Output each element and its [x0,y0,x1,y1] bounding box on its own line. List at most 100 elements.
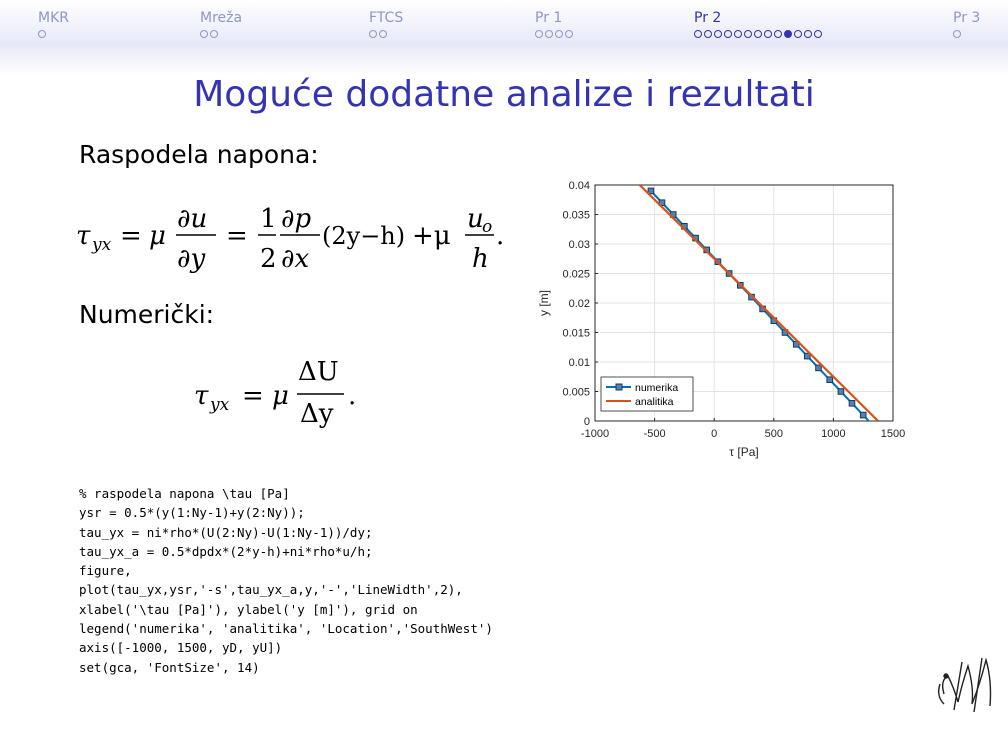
eq1-dx: ∂x [281,244,309,274]
eq1-paren: (2y−h) [322,222,405,250]
nav-frame-dot[interactable] [754,30,762,38]
nav-frame-dot[interactable] [200,30,208,38]
nav-frame-dots [535,30,573,38]
eq2-den: Δy [300,399,334,429]
code-line: ysr = 0.5*(y(1:Ny-1)+y(2:Ny)); [79,505,305,521]
legend-analitika-label: analitika [635,396,674,408]
eq1-mu: μ [149,221,166,251]
legend-box [600,376,694,412]
stress-equation-analytic: τ yx = μ ∂u ∂y = 1 2 ∂p ∂x (2y−h) +μ u o… [76,204,504,274]
navigation-bar: MKR Mreža FTCS Pr 1 Pr 2 Pr 3 [0,0,1008,75]
eq2-mu: μ [272,381,289,411]
eq1-tau-sub: yx [91,235,112,255]
nav-frame-dot[interactable] [535,30,543,38]
series-numerika-marker [792,341,800,348]
nav-frame-dot[interactable] [545,30,553,38]
y-tick-label: 0.03 [569,239,590,251]
nav-section-title[interactable]: Pr 2 [694,10,722,26]
series-numerika-marker [815,364,822,372]
nav-frame-dots [369,30,403,38]
x-tick-label: -1000 [581,428,609,440]
nav-section[interactable]: Pr 3 [953,10,980,38]
x-tick-label: -500 [644,428,666,440]
nav-frame-dot[interactable] [814,30,822,38]
nav-frame-dot[interactable] [555,30,563,38]
y-tick-label: 0.025 [562,269,590,281]
eq1-tau: τ [76,221,91,251]
nav-frame-dot[interactable] [38,30,46,38]
series-numerika-marker [658,199,666,206]
nav-frame-dot[interactable] [804,30,812,38]
nav-section-title[interactable]: Mreža [200,10,243,26]
nav-section[interactable]: FTCS [369,10,403,38]
nav-section[interactable]: Pr 2 [694,10,822,38]
plot-series-group [638,185,879,421]
nav-section[interactable]: MKR [38,10,69,38]
eq1-dp: ∂p [281,204,311,234]
x-tick-label: 1500 [881,428,905,440]
nav-section-title[interactable]: Pr 1 [535,10,563,26]
plot-frame [594,184,894,422]
eq2-tau-sub: yx [209,395,230,415]
nav-frame-dots [694,30,822,38]
eq1-uo-sub: o [482,217,492,237]
stress-distribution-chart: -1000 -500 0 500 1000 1500 0 0.005 0.01 0.015 0.02… [537,180,905,459]
nav-frame-dot[interactable] [784,30,792,38]
eq1-equals-1: = [120,221,142,251]
x-axis-label: τ [Pa] [729,445,758,459]
code-line: % raspodela napona \tau [Pa] [79,486,290,501]
y-tick-label: 0.02 [569,298,590,310]
series-numerika-marker [826,376,834,383]
series-numerika-marker [859,411,867,419]
series-analitika-line [638,185,879,421]
nav-frame-dot[interactable] [714,30,722,38]
eq1-half-num: 1 [260,204,277,234]
code-line: figure, [79,563,132,579]
nav-section[interactable]: Pr 1 [535,10,573,38]
eq2-end: . [348,381,356,411]
legend-numerika-label: numerika [635,382,678,394]
nav-frame-dots [38,30,69,38]
nav-frame-dots [953,30,980,38]
eq1-half-den: 2 [260,244,277,274]
eq1-du: ∂u [177,204,207,234]
x-tick-label: 1000 [821,428,845,440]
nav-frame-dot[interactable] [724,30,732,38]
nav-frame-dot[interactable] [379,30,387,38]
nav-frame-dot[interactable] [565,30,573,38]
heading-stress-distribution: Raspodela napona: [79,140,319,169]
y-axis-label: y [m] [537,290,551,316]
nav-frame-dot[interactable] [774,30,782,38]
eq1-plus-mu: +μ [412,221,451,251]
eq1-uo: u [467,204,484,234]
x-tick-label: 0 [711,428,717,440]
code-line: tau_yx_a = 0.5*dpdx*(2*y-h)+ni*rho*u/h; [79,543,373,559]
university-logo [937,657,992,713]
y-tick-label: 0 [584,416,590,428]
nav-frame-dot[interactable] [734,30,742,38]
nav-frame-dot[interactable] [694,30,702,38]
nav-frame-dot[interactable] [704,30,712,38]
eq1-h: h [472,244,489,274]
legend-numerika-marker [615,383,623,391]
code-line: set(gca, 'FontSize', 14) [79,659,260,675]
eq1-dy: ∂y [177,244,205,274]
series-numerika-marker [803,352,811,360]
code-line: legend('numerika', 'analitika', 'Locatio… [79,621,493,637]
nav-section-title[interactable]: FTCS [369,10,404,26]
nav-frame-dot[interactable] [369,30,377,38]
eq1-equals-2: = [226,221,248,251]
series-numerika-marker [647,187,655,195]
nav-section[interactable]: Mreža [200,10,242,38]
nav-frame-dot[interactable] [953,30,961,38]
nav-section-title[interactable]: Pr 3 [953,10,981,26]
nav-section-title[interactable]: MKR [38,10,69,26]
slide-title: Moguće dodatne analize i rezultati [193,74,815,115]
y-tick-label: 0.015 [562,328,590,340]
series-numerika-marker [848,400,856,407]
eq2-tau: τ [194,381,209,411]
nav-frame-dot[interactable] [764,30,772,38]
nav-frame-dot[interactable] [744,30,752,38]
nav-frame-dot[interactable] [210,30,218,38]
nav-frame-dot[interactable] [794,30,802,38]
